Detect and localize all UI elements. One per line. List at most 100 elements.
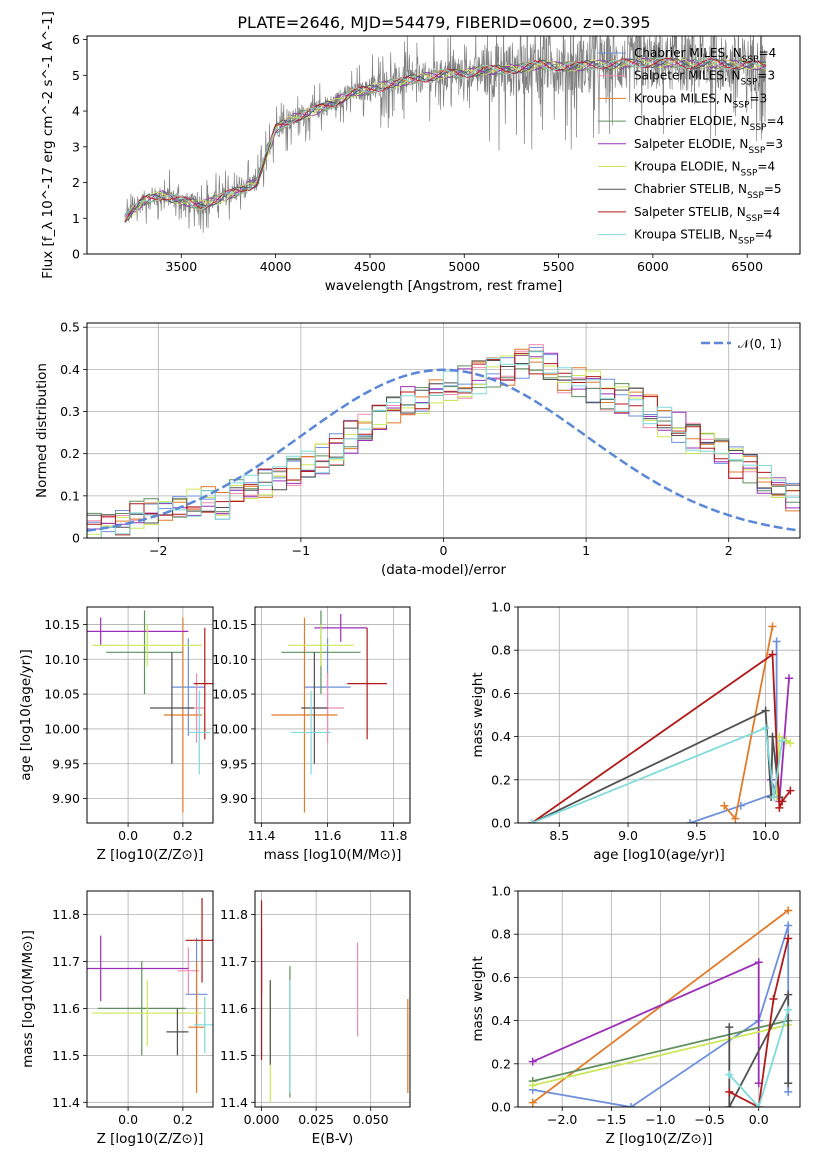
model-spectrum-line bbox=[124, 57, 766, 218]
y-tick-label: 10.05 bbox=[212, 687, 248, 702]
mass-weight-marker bbox=[769, 995, 778, 1003]
x-tick-label: 6500 bbox=[731, 259, 763, 274]
legend-entry: Salpeter STELIB, NSSP=4 bbox=[634, 205, 780, 224]
y-tick-label: 0.3 bbox=[60, 404, 80, 419]
y-tick-label: 5 bbox=[72, 68, 80, 83]
mass-weight-marker bbox=[626, 1103, 635, 1107]
y-tick-label: 0.6 bbox=[491, 686, 511, 701]
mass-weight-marker bbox=[772, 637, 781, 646]
mass-weight-marker bbox=[528, 1081, 537, 1090]
mass-weight-marker bbox=[768, 622, 777, 631]
mass-weight-marker bbox=[528, 1057, 537, 1066]
y-tick-label: 0.4 bbox=[491, 729, 511, 744]
histogram-step bbox=[87, 354, 800, 535]
mass-weight-marker bbox=[775, 803, 784, 812]
mass-weight-marker bbox=[784, 990, 793, 999]
mass-weight-marker bbox=[720, 801, 729, 810]
mass-weight-marker bbox=[768, 732, 777, 741]
legend-entry: 𝒩(0, 1) bbox=[738, 337, 782, 351]
y-tick-label: 2 bbox=[72, 175, 80, 190]
y-tick-label: 0.8 bbox=[491, 643, 511, 658]
mass-weight-line bbox=[689, 641, 778, 823]
mass-weight-marker bbox=[769, 793, 778, 802]
y-tick-label: 0.8 bbox=[491, 927, 511, 942]
y-tick-label: 1.0 bbox=[491, 884, 511, 899]
x-tick-label: 1 bbox=[582, 543, 590, 558]
x-axis-label: Z [log10(Z/Z⊙)] bbox=[606, 1131, 713, 1147]
y-tick-label: 0.1 bbox=[60, 488, 80, 503]
y-tick-label: 10.15 bbox=[212, 617, 248, 632]
y-tick-label: 9.90 bbox=[52, 791, 80, 806]
mass-weight-marker bbox=[784, 1005, 793, 1014]
x-axis-label: E(B-V) bbox=[312, 1131, 354, 1147]
x-axis-label: age [log10(age/yr)] bbox=[593, 847, 725, 863]
x-tick-label: 3500 bbox=[165, 259, 197, 274]
y-tick-label: 0 bbox=[72, 531, 80, 546]
normal-curve bbox=[87, 368, 800, 532]
x-tick-label: 0.000 bbox=[244, 1112, 280, 1127]
mass-weight-line bbox=[532, 960, 760, 1084]
mass-weight-marker bbox=[754, 1103, 763, 1107]
mass-weight-marker bbox=[784, 921, 793, 930]
x-tick-label: −1.5 bbox=[596, 1112, 626, 1127]
mass-weight-marker bbox=[786, 739, 795, 748]
y-tick-label: 1.0 bbox=[491, 600, 511, 615]
legend-entry: Salpeter ELODIE, NSSP=3 bbox=[634, 137, 783, 156]
axes-frame bbox=[86, 606, 214, 824]
x-tick-label: −1 bbox=[292, 543, 310, 558]
x-tick-label: 6000 bbox=[637, 259, 669, 274]
x-tick-label: −1.0 bbox=[645, 1112, 675, 1127]
x-tick-label: 0.2 bbox=[173, 1112, 193, 1127]
axes-frame bbox=[254, 890, 411, 1108]
y-tick-label: 0.5 bbox=[60, 320, 80, 335]
x-axis-label: (data-model)/error bbox=[381, 562, 507, 578]
y-tick-label: 11.8 bbox=[220, 907, 248, 922]
mass-weight-marker bbox=[725, 1087, 734, 1096]
y-tick-label: 0.0 bbox=[491, 816, 511, 831]
mass-weight-line bbox=[532, 1024, 789, 1087]
model-spectrum-line bbox=[124, 57, 767, 223]
axes-frame bbox=[517, 606, 801, 824]
mass-weight-marker bbox=[731, 814, 740, 823]
y-tick-label: 11.7 bbox=[52, 954, 80, 969]
x-tick-label: 0.0 bbox=[118, 828, 138, 843]
massweight_vs_age-plot-area bbox=[527, 622, 795, 823]
x-tick-label: −2 bbox=[149, 543, 167, 558]
x-tick-label: 4500 bbox=[354, 259, 386, 274]
x-axis-label: mass [log10(M/M⊙)] bbox=[264, 847, 402, 863]
y-tick-label: 11.6 bbox=[220, 1001, 248, 1016]
chart-layer: 3500 4000 4500 5000 5500 6000 6500 0 1 2 3 4 5 6 wavel… bbox=[18, 11, 801, 1147]
mass-weight-line bbox=[532, 1019, 789, 1082]
model-spectrum-line bbox=[124, 57, 767, 219]
axes-frame bbox=[86, 322, 801, 539]
x-tick-label: 9.0 bbox=[618, 828, 638, 843]
y-tick-label: 0.6 bbox=[491, 970, 511, 985]
legend-entry: Kroupa ELODIE, NSSP=4 bbox=[634, 160, 775, 179]
y-tick-label: 9.95 bbox=[52, 756, 80, 771]
mass-weight-marker bbox=[778, 736, 787, 745]
model-spectrum-line bbox=[124, 58, 767, 221]
spectrum-plot-area bbox=[124, 36, 767, 233]
x-axis-label: Z [log10(Z/Z⊙)] bbox=[97, 1131, 204, 1147]
mass-weight-line bbox=[531, 726, 783, 823]
axes-frame bbox=[86, 35, 801, 255]
y-tick-label: 11.5 bbox=[220, 1048, 248, 1063]
x-tick-label: 0.025 bbox=[298, 1112, 334, 1127]
mass-weight-line bbox=[728, 1009, 790, 1107]
mass-weight-marker bbox=[784, 934, 793, 943]
x-axis-label: wavelength [Angstrom, rest frame] bbox=[325, 278, 563, 294]
y-axis-label: age [log10(age/yr)] bbox=[18, 649, 34, 781]
x-tick-label: 0.0 bbox=[118, 1112, 138, 1127]
y-tick-label: 0.4 bbox=[491, 1013, 511, 1028]
y-tick-label: 10.10 bbox=[44, 652, 80, 667]
x-tick-label: 10.0 bbox=[752, 828, 780, 843]
mass-weight-marker bbox=[725, 1023, 734, 1032]
y-axis-label: Flux [f_λ 10^-17 erg cm^-2 s^-1 A^-1] bbox=[40, 11, 56, 279]
y-tick-label: 11.8 bbox=[52, 907, 80, 922]
x-tick-label: 0.050 bbox=[353, 1112, 389, 1127]
x-tick-label: 2 bbox=[725, 543, 733, 558]
histogram-plot-area bbox=[87, 344, 800, 538]
mass-weight-marker bbox=[784, 1087, 793, 1096]
y-tick-label: 0.0 bbox=[491, 1100, 511, 1115]
